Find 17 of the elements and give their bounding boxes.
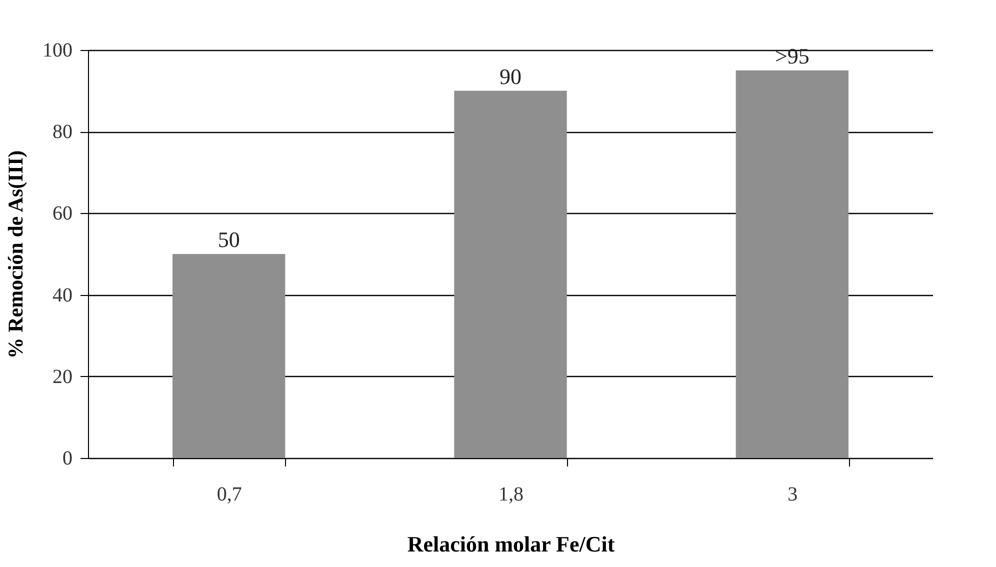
bar bbox=[736, 70, 848, 458]
y-tick-label: 80 bbox=[52, 121, 72, 144]
x-tick-label: 3 bbox=[788, 484, 798, 506]
x-tick-label: 0,7 bbox=[216, 484, 242, 506]
data-label: 90 bbox=[500, 64, 522, 89]
data-label: 50 bbox=[218, 227, 240, 252]
x-tick-label: 1,8 bbox=[498, 484, 524, 506]
y-tick-label: 40 bbox=[52, 284, 72, 306]
bar bbox=[454, 90, 567, 458]
bar bbox=[172, 254, 286, 458]
y-axis-title: % Remoción de As(III) bbox=[4, 150, 28, 359]
y-tick-label: 60 bbox=[52, 202, 72, 225]
data-label: >95 bbox=[774, 43, 810, 68]
y-tick-label: 0 bbox=[62, 448, 72, 470]
y-tick-label: 20 bbox=[52, 366, 72, 388]
x-axis-title: Relación molar Fe/Cit bbox=[407, 532, 616, 556]
y-tick-label: 100 bbox=[42, 40, 72, 62]
